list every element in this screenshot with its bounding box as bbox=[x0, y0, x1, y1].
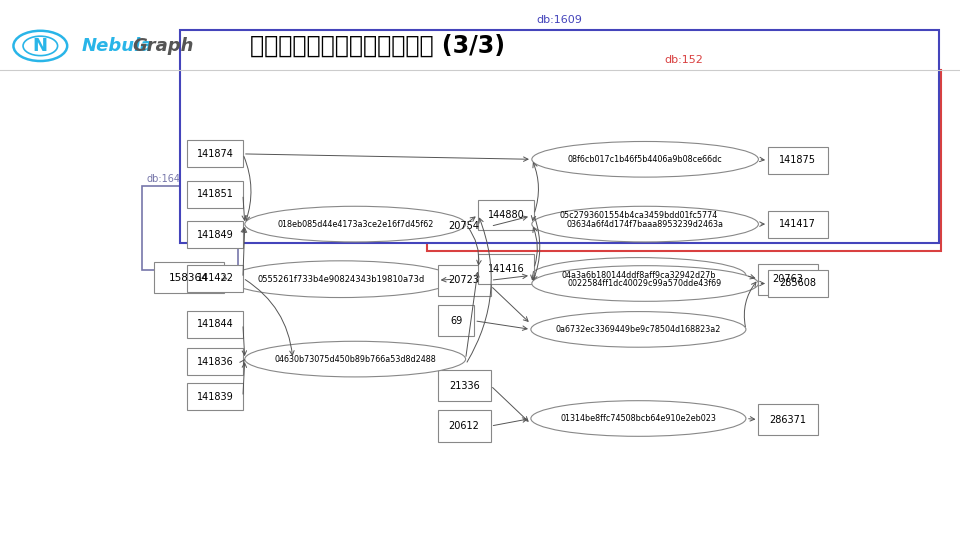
Text: db:164: db:164 bbox=[147, 173, 180, 184]
FancyBboxPatch shape bbox=[187, 310, 243, 338]
Ellipse shape bbox=[532, 206, 758, 242]
FancyBboxPatch shape bbox=[758, 264, 818, 295]
FancyBboxPatch shape bbox=[142, 186, 238, 270]
Text: 01314be8ffc74508bcb64e910e2eb023: 01314be8ffc74508bcb64e910e2eb023 bbox=[561, 414, 716, 423]
Text: 20612: 20612 bbox=[448, 421, 480, 431]
FancyBboxPatch shape bbox=[154, 262, 224, 293]
Ellipse shape bbox=[532, 141, 758, 177]
Text: db:152: db:152 bbox=[664, 55, 704, 65]
FancyBboxPatch shape bbox=[768, 211, 828, 238]
Ellipse shape bbox=[531, 401, 746, 436]
Text: 141416: 141416 bbox=[488, 264, 524, 274]
Text: 158364: 158364 bbox=[169, 273, 208, 282]
FancyBboxPatch shape bbox=[478, 200, 534, 230]
Text: 141422: 141422 bbox=[197, 273, 233, 283]
Ellipse shape bbox=[531, 198, 746, 234]
Text: 141875: 141875 bbox=[780, 156, 816, 165]
Ellipse shape bbox=[532, 266, 758, 301]
FancyBboxPatch shape bbox=[478, 254, 534, 284]
Text: 141874: 141874 bbox=[197, 149, 233, 159]
Text: 141851: 141851 bbox=[197, 190, 233, 199]
Ellipse shape bbox=[531, 258, 746, 293]
Text: 286371: 286371 bbox=[770, 415, 806, 424]
Text: 141836: 141836 bbox=[197, 357, 233, 367]
Text: 05c2793601554b4ca3459bdd01fc5774: 05c2793601554b4ca3459bdd01fc5774 bbox=[560, 212, 717, 220]
Text: 20763: 20763 bbox=[773, 274, 804, 284]
Text: 0a6732ec3369449be9c78504d168823a2: 0a6732ec3369449be9c78504d168823a2 bbox=[556, 325, 721, 334]
Ellipse shape bbox=[245, 206, 466, 242]
FancyBboxPatch shape bbox=[438, 370, 491, 401]
FancyBboxPatch shape bbox=[438, 305, 474, 336]
Text: 20723: 20723 bbox=[448, 275, 480, 285]
FancyBboxPatch shape bbox=[427, 70, 941, 251]
FancyBboxPatch shape bbox=[187, 140, 243, 167]
Text: Nebula: Nebula bbox=[82, 37, 153, 55]
Text: 04630b73075d450b89b766a53d8d2488: 04630b73075d450b89b766a53d8d2488 bbox=[275, 355, 436, 363]
FancyBboxPatch shape bbox=[438, 211, 491, 242]
Text: 0555261f733b4e90824343b19810a73d: 0555261f733b4e90824343b19810a73d bbox=[257, 275, 424, 284]
FancyBboxPatch shape bbox=[187, 181, 243, 208]
FancyBboxPatch shape bbox=[768, 270, 828, 297]
FancyBboxPatch shape bbox=[768, 147, 828, 174]
Text: 0022584ff1dc40029c99a570dde43f69: 0022584ff1dc40029c99a570dde43f69 bbox=[568, 279, 722, 288]
Text: 20754: 20754 bbox=[448, 221, 480, 231]
Text: 数据治理系统血缘图模型设计 (3/3): 数据治理系统血缘图模型设计 (3/3) bbox=[250, 34, 505, 58]
FancyBboxPatch shape bbox=[187, 265, 243, 292]
Text: N: N bbox=[33, 37, 48, 55]
Ellipse shape bbox=[531, 312, 746, 347]
FancyBboxPatch shape bbox=[758, 404, 818, 435]
Text: 018eb085d44e4173a3ce2e16f7d45f62: 018eb085d44e4173a3ce2e16f7d45f62 bbox=[277, 220, 433, 228]
FancyBboxPatch shape bbox=[187, 383, 243, 410]
Text: 08f6cb017c1b46f5b4406a9b08ce66dc: 08f6cb017c1b46f5b4406a9b08ce66dc bbox=[567, 155, 723, 164]
Text: 69: 69 bbox=[450, 316, 462, 326]
FancyBboxPatch shape bbox=[438, 410, 491, 442]
Text: 04a3a6b180144ddf8aff9ca32942d27b: 04a3a6b180144ddf8aff9ca32942d27b bbox=[562, 271, 715, 280]
FancyBboxPatch shape bbox=[187, 221, 243, 248]
FancyBboxPatch shape bbox=[180, 30, 939, 243]
Text: 141844: 141844 bbox=[197, 319, 233, 329]
Text: 144880: 144880 bbox=[488, 210, 524, 220]
FancyBboxPatch shape bbox=[187, 348, 243, 375]
Text: Graph: Graph bbox=[132, 37, 194, 55]
Text: 141839: 141839 bbox=[197, 392, 233, 402]
Ellipse shape bbox=[228, 261, 454, 298]
Text: 141417: 141417 bbox=[780, 219, 816, 229]
FancyBboxPatch shape bbox=[438, 265, 491, 296]
Ellipse shape bbox=[245, 341, 466, 377]
Text: 141849: 141849 bbox=[197, 230, 233, 240]
Text: 285608: 285608 bbox=[780, 279, 816, 288]
Text: 03634a6f4d174f7baaa8953239d2463a: 03634a6f4d174f7baaa8953239d2463a bbox=[566, 220, 724, 228]
Text: 21336: 21336 bbox=[448, 381, 480, 390]
Text: db:1609: db:1609 bbox=[537, 15, 583, 25]
